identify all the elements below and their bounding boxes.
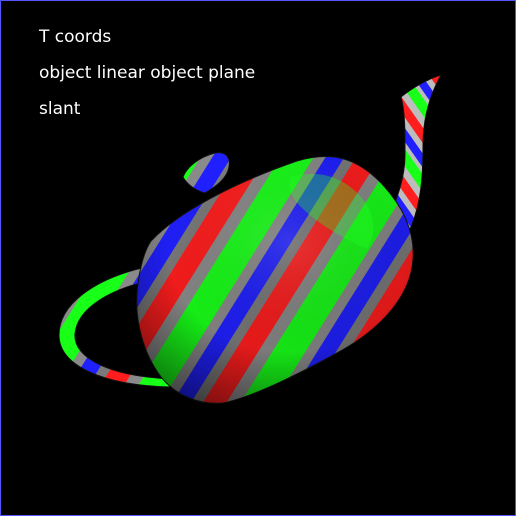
info-overlay: T coords object linear object plane slan… <box>39 19 255 127</box>
texgen-mode-label: T coords <box>39 27 112 47</box>
plane-orientation-label: slant <box>39 99 81 119</box>
texgen-plane-label: object linear object plane <box>39 63 256 83</box>
